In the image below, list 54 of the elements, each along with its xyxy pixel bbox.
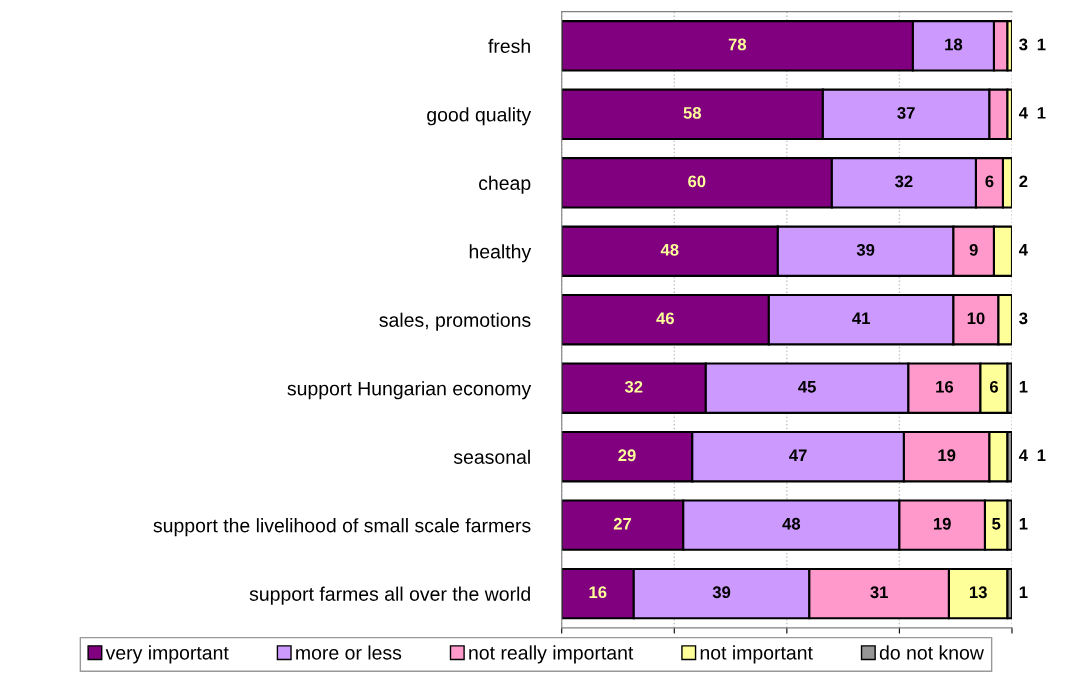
data-label: 4	[1018, 244, 1028, 256]
legend-label: more or less	[296, 645, 402, 660]
data-label: 39	[712, 586, 731, 599]
data-label: 45	[798, 381, 816, 393]
data-label: 6	[989, 380, 998, 393]
legend-label: very important	[105, 645, 229, 664]
data-label: 27	[613, 517, 632, 530]
data-label: 1	[1019, 381, 1028, 393]
data-label: 78	[728, 38, 747, 51]
data-label: 10	[967, 312, 985, 325]
data-label: 9	[969, 243, 978, 256]
data-label: 29	[618, 449, 636, 462]
data-label: 3	[1019, 312, 1028, 325]
data-label: 19	[938, 449, 956, 462]
y-tick-label: healthy	[469, 244, 532, 263]
data-label: 31	[870, 586, 888, 599]
data-label: 16	[589, 586, 607, 599]
data-label: 48	[660, 243, 679, 256]
data-label: 16	[936, 380, 954, 393]
data-label: 13	[969, 586, 987, 599]
data-label: 1	[1019, 586, 1028, 598]
data-label: 46	[656, 312, 674, 325]
y-tick-label: support the livelihood of small scale farmers	[153, 518, 531, 537]
data-label: 58	[683, 106, 702, 119]
y-tick-label: support farmes all over the world	[249, 586, 530, 605]
data-label: 4	[1018, 449, 1028, 461]
data-label: 19	[933, 517, 951, 530]
legend-label: not really important	[469, 645, 634, 664]
data-label: 48	[782, 517, 801, 530]
data-label: 6	[985, 175, 994, 188]
data-label: 60	[688, 175, 706, 188]
y-tick-label: seasonal	[453, 449, 530, 464]
data-label: 1	[1019, 518, 1028, 530]
data-label: 41	[852, 312, 870, 325]
y-tick-label: good quality	[427, 107, 532, 126]
data-label: 1	[1037, 38, 1046, 51]
data-label: 2	[1019, 175, 1028, 188]
data-label: 5	[992, 518, 1001, 530]
data-label: 37	[897, 106, 915, 119]
y-tick-label: sales, promotions	[379, 312, 531, 331]
y-tick-label: cheap	[479, 175, 531, 194]
data-label: 18	[945, 38, 963, 51]
legend-label: do not know	[879, 645, 984, 660]
data-label: 32	[895, 175, 913, 188]
y-tick-label: fresh	[488, 38, 530, 54]
data-label: 47	[789, 449, 807, 461]
legend-label: not important	[700, 645, 813, 664]
data-label: 4	[1018, 107, 1028, 119]
y-tick-label: support Hungarian economy	[287, 381, 532, 400]
data-label: 39	[856, 243, 875, 256]
data-label: 1	[1037, 107, 1046, 119]
data-label: 3	[1019, 38, 1028, 51]
data-label: 32	[624, 380, 643, 393]
data-label: 1	[1037, 449, 1046, 461]
